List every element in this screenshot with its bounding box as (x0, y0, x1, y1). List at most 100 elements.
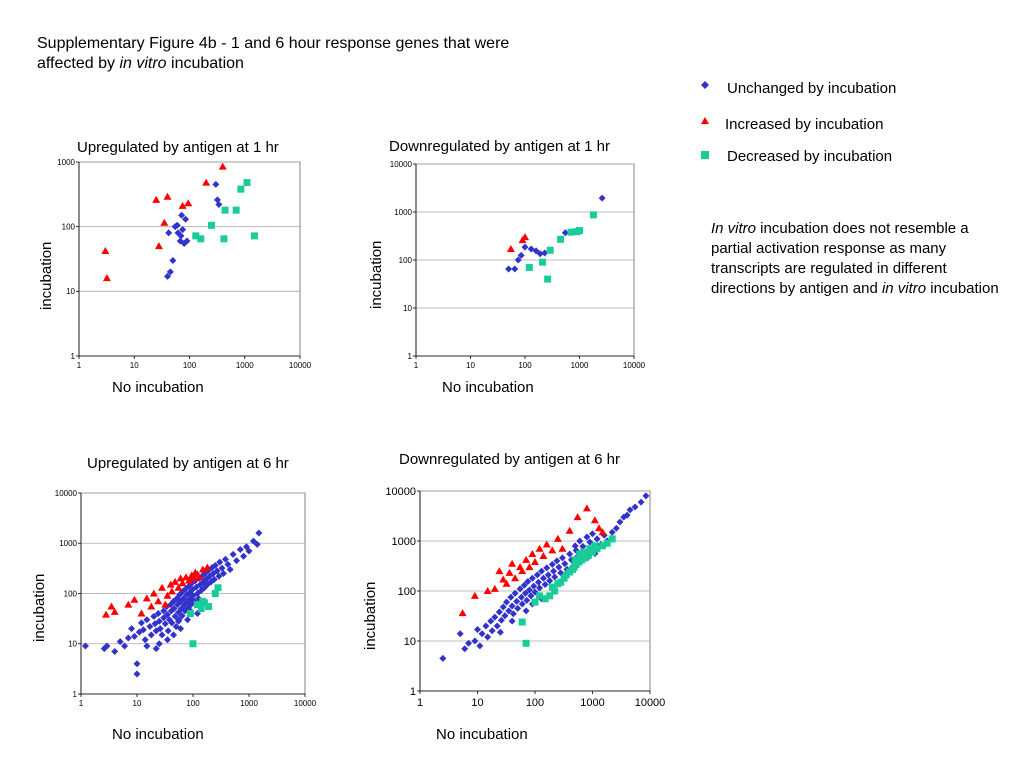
y-tick-label: 10000 (385, 486, 416, 498)
decreased-point (557, 578, 565, 586)
increased-point (522, 555, 531, 563)
unchanged-point (128, 625, 136, 633)
unchanged-point (150, 612, 158, 620)
unchanged-point (215, 572, 223, 580)
unchanged-point (612, 524, 620, 532)
increased-point (518, 567, 527, 575)
unchanged-point (576, 537, 584, 545)
unchanged-point (146, 623, 154, 631)
increased-point (102, 610, 111, 618)
unchanged-point (517, 251, 525, 259)
increased-point (166, 580, 175, 588)
unchanged-point (511, 589, 519, 597)
unchanged-point (548, 560, 556, 568)
increased-point (508, 559, 517, 567)
y-tick-label: 100 (398, 586, 416, 598)
unchanged-point (253, 540, 261, 548)
unchanged-point (143, 616, 151, 624)
diamond-marker-icon (701, 81, 709, 89)
increased-point (167, 587, 176, 595)
unchanged-point (174, 617, 182, 625)
unchanged-point (154, 609, 162, 617)
unchanged-point (511, 265, 519, 273)
decreased-point (576, 227, 583, 235)
x-axis-label: No incubation (442, 379, 534, 396)
unchanged-point (221, 555, 229, 563)
decreased-point (522, 639, 530, 647)
unchanged-point (626, 506, 634, 514)
decreased-point (578, 556, 586, 564)
decreased-point (207, 221, 215, 229)
unchanged-point (216, 558, 224, 566)
unchanged-point (495, 608, 503, 616)
unchanged-point (133, 670, 141, 678)
y-tick-label: 1 (71, 352, 76, 361)
increased-point (598, 528, 607, 536)
unchanged-point (497, 616, 505, 624)
x-tick-label: 1 (79, 699, 84, 708)
unchanged-point (514, 256, 522, 264)
note-italic-1: In vitro (711, 220, 757, 237)
unchanged-point (536, 250, 544, 258)
unchanged-point (501, 612, 509, 620)
unchanged-point (499, 603, 507, 611)
unchanged-point (155, 617, 163, 625)
decreased-point (192, 232, 200, 240)
unchanged-point (484, 633, 492, 641)
increased-point (490, 584, 499, 592)
increased-point (525, 563, 534, 571)
x-tick-label: 1000 (580, 697, 604, 709)
unchanged-point (164, 272, 172, 280)
chart-title: Downregulated by antigen at 1 hr (389, 138, 610, 155)
unchanged-point (553, 557, 561, 565)
unchanged-point (546, 577, 554, 585)
unchanged-point (177, 232, 185, 240)
increased-point (539, 552, 548, 560)
increased-point (101, 247, 110, 255)
figure-title: Supplementary Figure 4b - 1 and 6 hour r… (37, 34, 509, 74)
unchanged-point (152, 645, 160, 653)
increased-point (142, 594, 151, 602)
decreased-point (576, 550, 584, 558)
y-axis-label: incubation (362, 581, 379, 650)
x-tick-label: 10000 (294, 699, 317, 708)
unchanged-point (255, 529, 263, 537)
unchanged-point (642, 492, 650, 500)
unchanged-point (521, 243, 529, 251)
decreased-point (237, 185, 245, 193)
increased-point (124, 600, 133, 608)
unchanged-point (178, 211, 186, 219)
unchanged-point (539, 574, 547, 582)
decreased-point (536, 592, 544, 600)
unchanged-point (550, 567, 558, 575)
unchanged-point (579, 542, 587, 550)
unchanged-point (493, 622, 501, 630)
unchanged-point (130, 632, 138, 640)
unchanged-point (608, 528, 616, 536)
x-tick-label: 10 (130, 361, 139, 370)
unchanged-point (474, 625, 481, 633)
unchanged-point (229, 550, 237, 558)
decreased-point (186, 609, 194, 617)
decreased-point (197, 605, 205, 613)
unchanged-point (520, 581, 528, 589)
unchanged-point (137, 619, 145, 627)
increased-point (595, 524, 604, 532)
decreased-point (557, 235, 565, 243)
unchanged-point (461, 645, 469, 653)
x-tick-label: 1000 (240, 699, 258, 708)
unchanged-point (245, 547, 253, 555)
unchanged-point (124, 634, 132, 642)
unchanged-point (505, 607, 513, 615)
increased-point (178, 579, 187, 587)
unchanged-point (488, 627, 496, 635)
x-tick-label: 10000 (289, 361, 312, 370)
unchanged-point (177, 625, 185, 633)
unchanged-point (103, 642, 111, 650)
unchanged-point (171, 612, 179, 620)
unchanged-point (533, 571, 541, 579)
